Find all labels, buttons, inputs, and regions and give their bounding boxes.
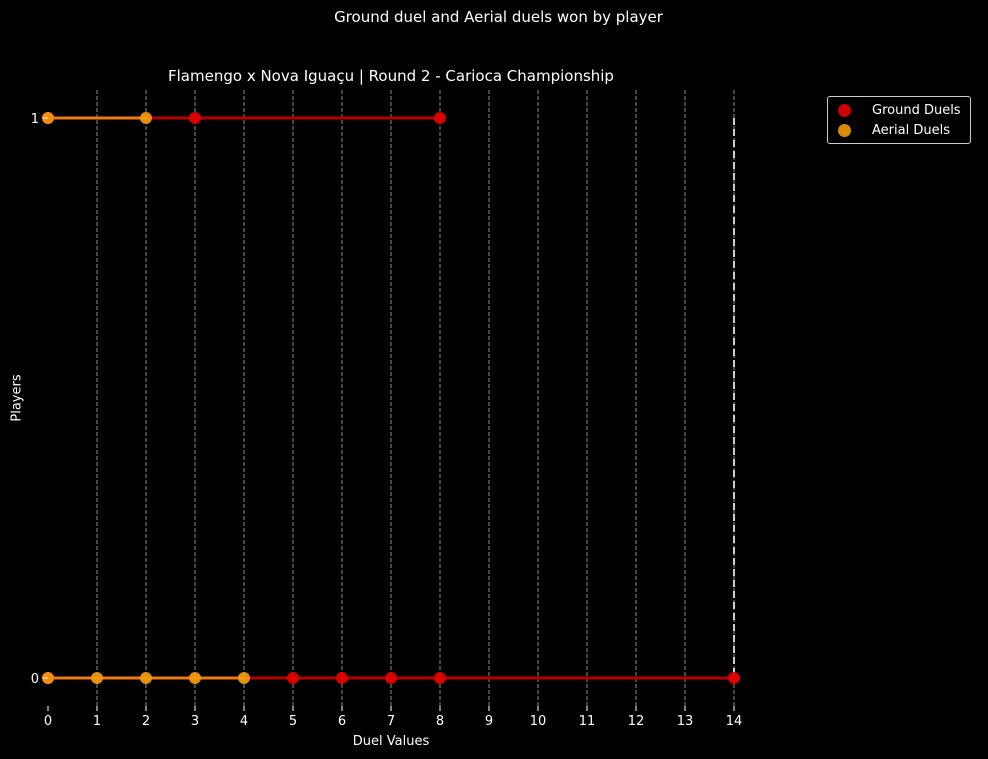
legend-item-ground: Ground Duels [838,100,961,120]
x-tick-label-11: 11 [579,714,596,729]
point-ground-2 [434,112,446,124]
point-ground-4 [287,672,299,684]
aerial-duels-marker [838,123,851,137]
x-axis-ticks: 0 1 2 3 4 5 6 7 8 9 10 11 12 13 14 [44,706,742,729]
x-tick-label-4: 4 [240,714,248,729]
x-tick-label-3: 3 [191,714,199,729]
legend-label-aerial: Aerial Duels [872,122,950,138]
point-ground-1 [189,112,201,124]
legend-item-aerial: Aerial Duels [838,120,950,140]
point-ground-6 [385,672,397,684]
x-tick-label-13: 13 [677,714,694,729]
x-tick-label-7: 7 [387,714,395,729]
x-tick-label-9: 9 [485,714,493,729]
x-tick-label-6: 6 [338,714,346,729]
data-points [42,112,740,684]
point-aerial-3 [91,672,103,684]
x-tick-label-1: 1 [93,714,101,729]
y-tick-label-1: 1 [31,112,39,127]
point-aerial-6 [238,672,250,684]
x-axis-label: Duel Values [352,734,430,749]
x-tick-label-5: 5 [289,714,297,729]
y-tick-label-0: 0 [31,672,39,687]
point-ground-8 [728,672,740,684]
ground-duels-marker [838,103,851,117]
point-ground-5 [336,672,348,684]
x-tick-label-12: 12 [628,714,645,729]
x-tick-label-2: 2 [142,714,150,729]
x-tick-label-8: 8 [436,714,444,729]
point-aerial-5 [189,672,201,684]
chart-title: Flamengo x Nova Iguaçu | Round 2 - Cario… [168,67,614,85]
grid-lines [96,90,735,706]
x-tick-label-0: 0 [44,714,52,729]
point-aerial-1 [140,112,152,124]
point-aerial-4 [140,672,152,684]
x-tick-label-14: 14 [726,714,743,729]
legend: Ground Duels Aerial Duels [827,96,971,144]
figure-suptitle: Ground duel and Aerial duels won by play… [334,8,663,26]
x-tick-label-10: 10 [530,714,547,729]
legend-label-ground: Ground Duels [872,102,961,118]
point-ground-7 [434,672,446,684]
y-axis-ticks: 01 [31,112,48,687]
